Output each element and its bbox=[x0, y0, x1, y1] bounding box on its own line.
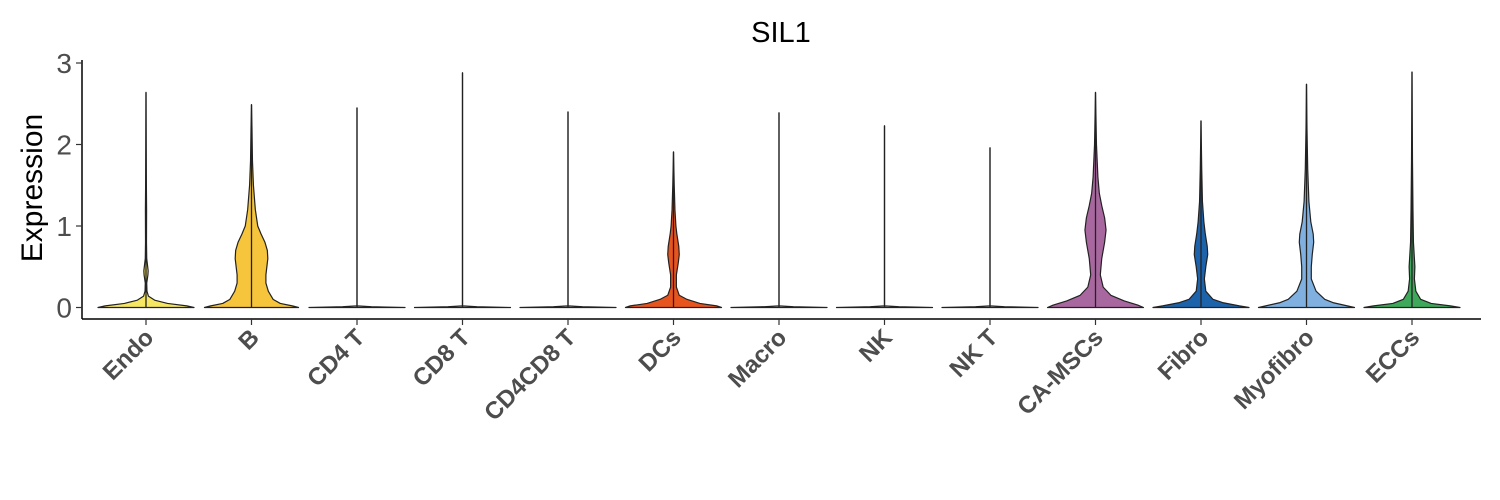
violin-cd8-t bbox=[413, 72, 512, 309]
violin-b bbox=[203, 103, 300, 309]
x-tick-label: ECCs bbox=[1361, 324, 1425, 388]
y-axis-label: Expression bbox=[16, 114, 49, 262]
x-tick-label: Fibro bbox=[1153, 324, 1215, 386]
x-tick-label: CD8 T bbox=[408, 324, 476, 392]
x-tick-label: CA-MSCs bbox=[1012, 324, 1108, 420]
chart-title: SIL1 bbox=[751, 17, 811, 49]
violin-fibro bbox=[1152, 120, 1250, 309]
violin-dcs bbox=[624, 151, 723, 309]
y-tick-label: 3 bbox=[56, 48, 72, 79]
x-tick-label: Macro bbox=[723, 324, 792, 393]
y-tick-label: 1 bbox=[56, 211, 72, 242]
x-tick-label: CD4 T bbox=[302, 324, 370, 392]
x-axis: Endo B CD4 T CD8 T CD4CD8 T DCs Macro NK NK T CA-… bbox=[82, 318, 1481, 426]
x-tick-label: DCs bbox=[634, 324, 687, 377]
violin-macro bbox=[730, 112, 828, 309]
x-tick-label: B bbox=[233, 324, 264, 355]
y-tick-label: 0 bbox=[56, 293, 72, 324]
x-tick-label: CD4CD8 T bbox=[479, 324, 581, 426]
y-axis: 0 1 2 3 bbox=[56, 48, 83, 324]
violin-ca-mscs bbox=[1046, 91, 1145, 309]
x-tick-label: Endo bbox=[98, 324, 160, 386]
violin-eccs bbox=[1363, 71, 1461, 309]
violin-cd4cd8-t bbox=[519, 111, 617, 309]
violin-endo bbox=[97, 91, 195, 309]
violin-nk bbox=[835, 125, 934, 309]
violin-cd4-t bbox=[308, 107, 406, 309]
violin-myofibro bbox=[1257, 83, 1356, 309]
x-tick-label: NK bbox=[854, 324, 898, 368]
x-tick-label: Myofibro bbox=[1229, 324, 1320, 415]
violins bbox=[97, 71, 1461, 309]
violin-nk-t bbox=[941, 147, 1039, 309]
y-tick-label: 2 bbox=[56, 130, 72, 161]
x-tick-label: NK T bbox=[945, 324, 1004, 383]
